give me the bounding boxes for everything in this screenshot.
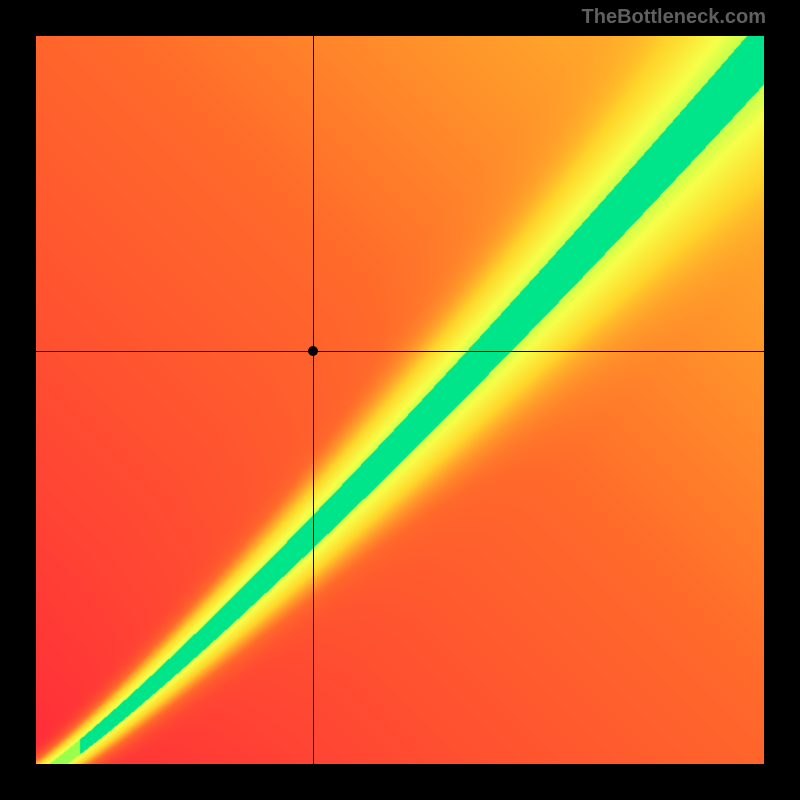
data-point-marker <box>308 346 318 356</box>
watermark-text: TheBottleneck.com <box>582 6 766 29</box>
heatmap-canvas <box>36 36 764 764</box>
crosshair-horizontal <box>36 351 764 352</box>
heatmap-plot <box>36 36 764 764</box>
crosshair-vertical <box>313 36 314 764</box>
